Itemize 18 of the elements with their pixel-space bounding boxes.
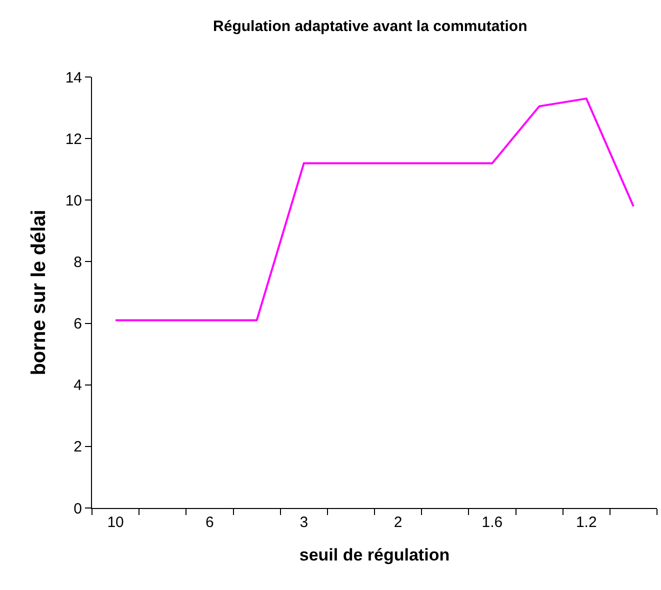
- x-tick-label: 1.2: [576, 514, 597, 531]
- x-tick-label: 1.6: [482, 514, 503, 531]
- y-tick-label: 6: [74, 316, 82, 333]
- line-series: [114, 98, 634, 322]
- x-axis-title: seuil de régulation: [299, 545, 450, 564]
- y-tick-label: 2: [74, 438, 82, 456]
- chart-title: Régulation adaptative avant la commutation: [213, 18, 528, 36]
- y-tick-label: 10: [65, 192, 82, 210]
- y-tick-label: 12: [65, 130, 82, 148]
- y-tick-label: 4: [74, 377, 82, 394]
- x-tick-label: 10: [107, 514, 124, 531]
- y-axis-title: borne sur le délai: [28, 210, 50, 376]
- x-tick-label: 3: [300, 514, 308, 531]
- y-tick-label: 14: [65, 69, 82, 86]
- x-tick-label: 6: [206, 514, 214, 531]
- x-tick-label: 2: [394, 514, 402, 531]
- y-tick-label: 0: [74, 500, 82, 518]
- y-tick-label: 8: [74, 254, 82, 271]
